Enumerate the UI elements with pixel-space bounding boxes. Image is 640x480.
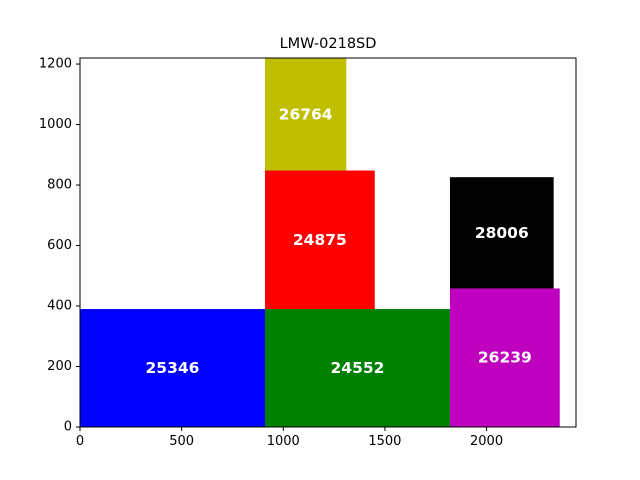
x-tick-label: 0 (76, 434, 84, 449)
plot-frame (79, 57, 577, 428)
axes-layer: 0 500 1000 1500 2000 0 200 400 600 800 1000 1200 (39, 57, 503, 449)
y-tick-label: 1200 (39, 57, 72, 72)
y-tick-label: 600 (47, 238, 72, 253)
rect-label-26764: 26764 (279, 105, 333, 123)
x-tick-label: 1500 (368, 434, 401, 449)
x-tick-label: 2000 (470, 434, 503, 449)
rect-label-24552: 24552 (331, 359, 385, 377)
y-tick-label: 200 (47, 359, 72, 374)
rect-label-26239: 26239 (478, 349, 532, 367)
rect-label-28006: 28006 (475, 224, 529, 242)
rect-25346 (80, 309, 265, 427)
rect-24552 (264, 309, 450, 427)
rect-26239 (449, 288, 560, 427)
rectangles-layer: 25346 24552 26239 24875 28006 26764 (80, 58, 560, 427)
y-tick-label: 400 (47, 299, 72, 314)
x-tick-label: 500 (169, 434, 194, 449)
chart-title: LMW-0218SD (280, 36, 377, 52)
rect-28006 (449, 177, 554, 289)
rect-label-24875: 24875 (293, 231, 347, 249)
rect-label-25346: 25346 (146, 359, 200, 377)
y-tick-label: 1000 (39, 117, 72, 132)
y-tick-label: 800 (47, 178, 72, 193)
rect-26764 (264, 58, 347, 171)
rect-24875 (264, 170, 375, 310)
x-tick-label: 1000 (267, 434, 300, 449)
y-tick-label: 0 (64, 420, 72, 435)
